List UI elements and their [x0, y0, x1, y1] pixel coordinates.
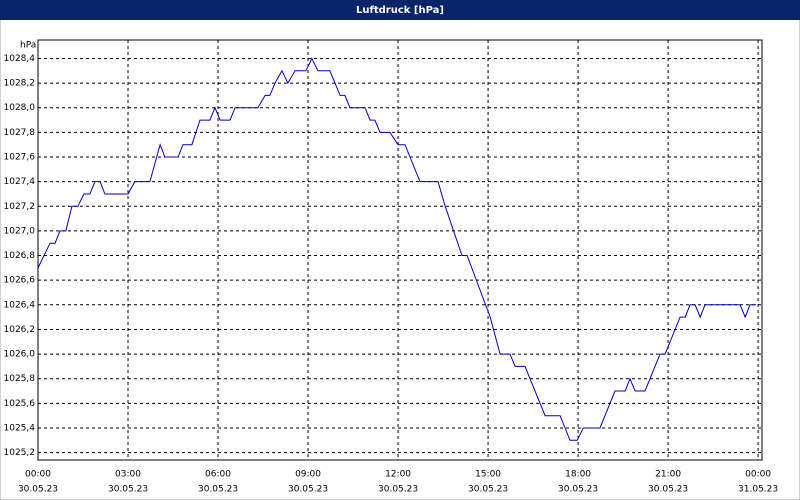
x-tick-label: 00:00 [745, 470, 771, 480]
x-tick-date: 30.05.23 [468, 485, 508, 495]
chart-title: Luftdruck [hPa] [356, 5, 444, 16]
x-tick-date: 30.05.23 [378, 485, 418, 495]
x-tick-date: 31.05.23 [738, 485, 778, 495]
y-tick-label: 1025,2 [4, 448, 36, 458]
x-tick-label: 15:00 [475, 470, 501, 480]
y-tick-label: 1027,2 [4, 202, 36, 212]
x-tick-date: 30.05.23 [558, 485, 598, 495]
y-tick-label: 1025,6 [4, 399, 36, 409]
plot-area [37, 39, 763, 461]
x-tick-date: 30.05.23 [288, 485, 328, 495]
x-tick-label: 03:00 [115, 470, 141, 480]
x-tick-label: 12:00 [385, 470, 411, 480]
y-tick-label: 1028,0 [4, 103, 36, 113]
y-tick-label: 1028,2 [4, 79, 36, 89]
y-tick-label: 1028,4 [4, 54, 36, 64]
y-tick-label: 1026,0 [4, 350, 36, 360]
y-tick-label: 1026,6 [4, 276, 36, 286]
title-bar [0, 0, 800, 20]
y-tick-label: 1025,4 [4, 423, 36, 433]
y-unit: hPa [20, 41, 36, 51]
y-tick-label: 1025,8 [4, 374, 36, 384]
x-tick-label: 09:00 [295, 470, 321, 480]
x-tick-date: 30.05.23 [18, 485, 58, 495]
y-tick-label: 1026,8 [4, 251, 36, 261]
x-tick-date: 30.05.23 [648, 485, 688, 495]
x-tick-date: 30.05.23 [108, 485, 148, 495]
y-tick-label: 1027,4 [4, 177, 36, 187]
y-tick-label: 1026,2 [4, 325, 36, 335]
y-tick-label: 1026,4 [4, 300, 36, 310]
y-tick-label: 1027,8 [4, 128, 36, 138]
x-tick-label: 18:00 [565, 470, 591, 480]
y-tick-label: 1027,6 [4, 153, 36, 163]
y-tick-label: 1027,0 [4, 226, 36, 236]
x-tick-date: 30.05.23 [198, 485, 238, 495]
series-line [37, 57, 756, 441]
x-tick-label: 06:00 [205, 470, 231, 480]
x-tick-label: 00:00 [25, 470, 51, 480]
x-tick-label: 21:00 [655, 470, 681, 480]
